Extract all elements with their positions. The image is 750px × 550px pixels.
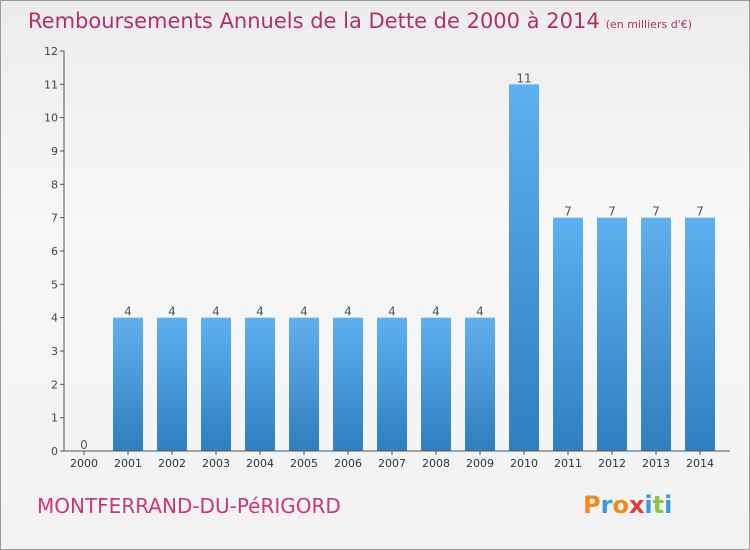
y-tick-label: 7: [51, 212, 58, 225]
logo-letter: t: [652, 491, 665, 519]
chart-title-text: Remboursements Annuels de la Dette de 20…: [28, 9, 600, 33]
bar-value-label: 4: [212, 305, 220, 319]
bar-2004: [245, 317, 275, 451]
x-tick-label: 2007: [378, 457, 406, 470]
bar-value-label: 4: [124, 305, 132, 319]
bar-2009: [465, 317, 495, 451]
x-tick-label: 2006: [334, 457, 362, 470]
logo-letter: P: [583, 491, 601, 519]
bar-2002: [157, 317, 187, 451]
x-tick-label: 2002: [158, 457, 186, 470]
bar-value-label: 4: [476, 305, 484, 319]
bar-value-label: 7: [652, 205, 660, 219]
x-tick-label: 2014: [686, 457, 714, 470]
bar-2001: [113, 317, 143, 451]
x-tick-label: 2005: [290, 457, 318, 470]
x-tick-label: 2011: [554, 457, 582, 470]
bar-2013: [641, 217, 671, 451]
y-tick-label: 10: [44, 112, 58, 125]
x-tick-label: 2013: [642, 457, 670, 470]
y-tick-label: 4: [51, 312, 58, 325]
logo-letter: o: [612, 491, 629, 519]
x-tick-label: 2009: [466, 457, 494, 470]
y-tick-label: 8: [51, 178, 58, 191]
bar-2003: [201, 317, 231, 451]
y-tick-label: 9: [51, 145, 58, 158]
logo-letter: x: [628, 491, 645, 519]
logo-letter: i: [644, 491, 653, 519]
bar-2007: [377, 317, 407, 451]
x-tick-label: 2001: [114, 457, 142, 470]
bar-value-label: 4: [256, 305, 264, 319]
x-tick-label: 2004: [246, 457, 274, 470]
bar-value-label: 4: [388, 305, 396, 319]
logo-letter: r: [600, 491, 613, 519]
bar-2011: [553, 217, 583, 451]
x-tick-label: 2010: [510, 457, 538, 470]
y-tick-label: 11: [44, 78, 58, 91]
bar-2006: [333, 317, 363, 451]
bar-value-label: 4: [300, 305, 308, 319]
bar-value-label: 11: [516, 71, 531, 85]
x-tick-label: 2000: [70, 457, 98, 470]
bar-2008: [421, 317, 451, 451]
y-tick-label: 5: [51, 278, 58, 291]
bar-value-label: 7: [564, 205, 572, 219]
bar-value-label: 7: [608, 205, 616, 219]
y-tick-label: 2: [51, 378, 58, 391]
bar-value-label: 0: [80, 438, 88, 452]
bar-value-label: 4: [344, 305, 352, 319]
bar-value-label: 7: [696, 205, 704, 219]
y-tick-label: 1: [51, 412, 58, 425]
proxiti-logo: Proxiti: [583, 491, 672, 519]
logo-letter: i: [664, 491, 673, 519]
chart-title: Remboursements Annuels de la Dette de 20…: [28, 9, 692, 33]
y-tick-label: 3: [51, 345, 58, 358]
bar-2005: [289, 317, 319, 451]
bar-value-label: 4: [168, 305, 176, 319]
bar-2012: [597, 217, 627, 451]
x-tick-label: 2012: [598, 457, 626, 470]
bar-2014: [685, 217, 715, 451]
y-tick-label: 12: [44, 45, 58, 58]
bar-2010: [509, 84, 539, 451]
chart-unit: (en milliers d'€): [605, 18, 692, 31]
x-tick-label: 2008: [422, 457, 450, 470]
y-tick-label: 0: [51, 445, 58, 458]
commune-name: MONTFERRAND-DU-PéRIGORD: [37, 494, 341, 518]
x-tick-label: 2003: [202, 457, 230, 470]
bar-value-label: 4: [432, 305, 440, 319]
y-tick-label: 6: [51, 245, 58, 258]
